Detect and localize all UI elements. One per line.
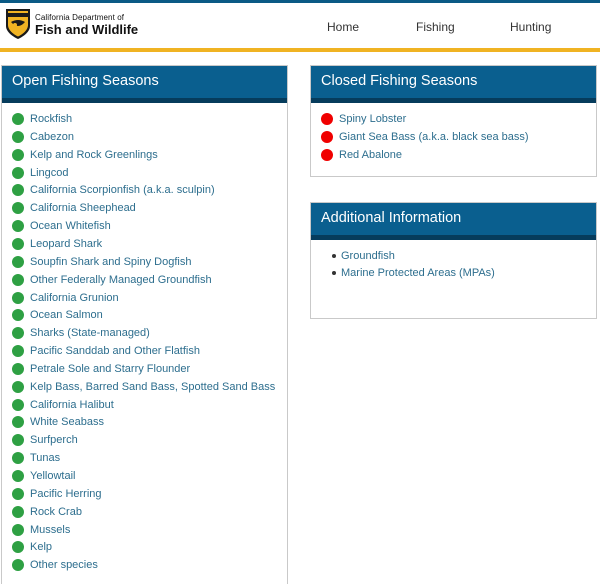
open-season-link[interactable]: Sharks (State-managed) — [30, 327, 150, 340]
open-season-link[interactable]: California Sheephead — [30, 202, 136, 215]
top-accent-bar — [0, 0, 600, 3]
open-season-link[interactable]: Kelp — [30, 541, 53, 554]
season-status-dot-icon — [12, 255, 24, 268]
open-seasons-title: Open Fishing Seasons — [2, 66, 287, 103]
open-season-link[interactable]: Other species — [30, 559, 98, 572]
open-season-link[interactable]: Kelp Bass, Barred Sand Bass, Spotted San… — [30, 380, 276, 393]
season-status-dot-icon — [12, 184, 24, 197]
open-season-link[interactable]: Petrale Sole and Starry Flounder — [30, 362, 191, 375]
season-status-dot-icon — [12, 220, 24, 233]
season-status-dot-icon — [12, 237, 24, 250]
additional-info-title: Additional Information — [311, 203, 596, 240]
season-status-dot-icon — [12, 523, 24, 536]
open-season-link[interactable]: Surfperch — [30, 434, 78, 447]
open-season-link[interactable]: Cabezon — [30, 130, 75, 143]
open-season-link[interactable]: California Scorpionfish (a.k.a. sculpin) — [30, 184, 215, 197]
closed-seasons-title: Closed Fishing Seasons — [311, 66, 596, 103]
season-status-dot-icon — [12, 148, 24, 161]
nav-fishing[interactable]: Fishing — [416, 20, 455, 34]
season-status-dot-icon — [12, 416, 24, 429]
season-status-dot-icon — [12, 487, 24, 500]
additional-info-item: Marine Protected Areas (MPAs) — [332, 265, 495, 281]
closed-season-link[interactable]: Giant Sea Bass (a.k.a. black sea bass) — [339, 131, 529, 144]
open-season-link[interactable]: White Seabass — [30, 416, 104, 429]
season-status-dot-icon — [12, 309, 24, 322]
open-season-link[interactable]: Leopard Shark — [30, 237, 103, 250]
site-header: California Department of Fish and Wildli… — [0, 3, 600, 52]
open-season-link[interactable]: Rock Crab — [30, 505, 82, 518]
season-status-dot-icon — [321, 131, 333, 144]
open-season-link[interactable]: California Grunion — [30, 291, 119, 304]
open-season-link[interactable]: Pacific Sanddab and Other Flatfish — [30, 345, 200, 358]
season-status-dot-icon — [12, 113, 24, 125]
season-status-dot-icon — [12, 541, 24, 554]
open-season-link[interactable]: Mussels — [30, 523, 71, 536]
season-status-dot-icon — [12, 505, 24, 518]
season-status-dot-icon — [12, 273, 24, 286]
season-status-dot-icon — [12, 380, 24, 393]
brand-line-1: California Department of — [35, 13, 125, 22]
season-status-dot-icon — [321, 149, 333, 162]
open-season-link[interactable]: Other Federally Managed Groundfish — [30, 273, 212, 286]
open-season-link[interactable]: Yellowtail — [30, 470, 76, 482]
season-status-dot-icon — [12, 166, 24, 179]
additional-info-item: Groundfish — [332, 248, 395, 264]
additional-info-link[interactable]: Groundfish — [341, 250, 395, 262]
season-status-dot-icon — [12, 559, 24, 572]
season-status-dot-icon — [12, 345, 24, 358]
cdfw-logo[interactable] — [5, 8, 31, 40]
season-status-dot-icon — [12, 434, 24, 447]
season-status-dot-icon — [12, 362, 24, 375]
season-status-dot-icon — [12, 398, 24, 411]
closed-season-link[interactable]: Spiny Lobster — [339, 113, 407, 125]
nav-home[interactable]: Home — [327, 20, 360, 34]
open-season-link[interactable]: Soupfin Shark and Spiny Dogfish — [30, 255, 192, 268]
open-season-link[interactable]: Rockfish — [30, 113, 73, 125]
open-season-link[interactable]: Ocean Salmon — [30, 309, 103, 322]
season-status-dot-icon — [321, 113, 333, 125]
bullet-icon — [332, 270, 336, 275]
open-season-link[interactable]: California Halibut — [30, 398, 114, 411]
season-status-dot-icon — [12, 470, 24, 482]
shield-seal-icon — [6, 9, 30, 39]
brand-line-2[interactable]: Fish and Wildlife — [35, 22, 139, 37]
closed-seasons-panel: Closed Fishing Seasons Spiny Lobster Gian… — [310, 65, 597, 177]
season-status-dot-icon — [12, 327, 24, 340]
open-season-link[interactable]: Ocean Whitefish — [30, 220, 111, 233]
season-status-dot-icon — [12, 291, 24, 304]
open-season-link[interactable]: Tunas — [30, 452, 61, 465]
open-season-link[interactable]: Pacific Herring — [30, 487, 102, 500]
open-seasons-panel: Open Fishing Seasons Rockfish Cabezon Kelp… — [1, 65, 288, 584]
season-status-dot-icon — [12, 452, 24, 465]
bullet-icon — [332, 254, 336, 258]
season-status-dot-icon — [12, 202, 24, 215]
additional-info-panel: Additional Information Groundfish Marine … — [310, 202, 597, 319]
additional-info-link[interactable]: Marine Protected Areas (MPAs) — [341, 266, 495, 279]
open-season-link[interactable]: Kelp and Rock Greenlings — [30, 148, 158, 161]
open-season-link[interactable]: Lingcod — [30, 166, 69, 179]
closed-season-link[interactable]: Red Abalone — [339, 149, 402, 162]
nav-hunting[interactable]: Hunting — [510, 20, 552, 34]
season-status-dot-icon — [12, 130, 24, 143]
